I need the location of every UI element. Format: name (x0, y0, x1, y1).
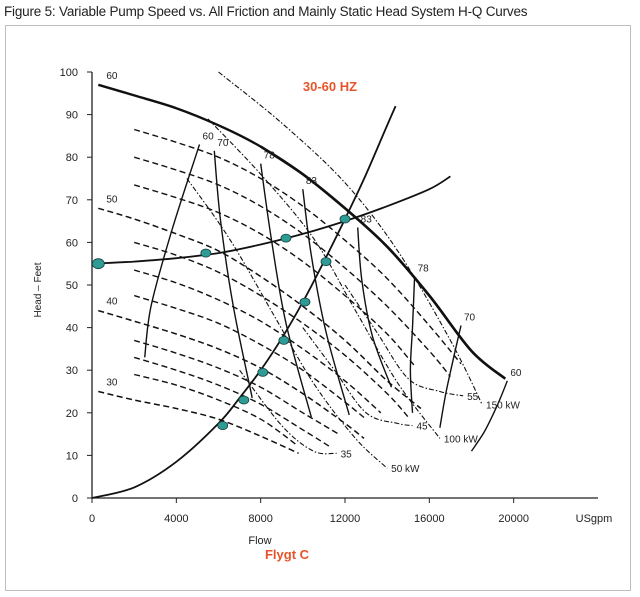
power-curve-label: 45 (416, 422, 428, 433)
y-tick-label: 80 (66, 152, 78, 164)
pump-speed-curve (133, 156, 451, 378)
pump-speed-curve-labeled (98, 390, 299, 454)
efficiency-label: 60 (203, 131, 215, 142)
y-tick-label: 90 (66, 110, 78, 122)
efficiency-curve (302, 189, 350, 416)
efficiency-label: 78 (264, 151, 276, 162)
x-tick-label: 0 (89, 513, 95, 525)
pump-speed-label: 60 (106, 71, 118, 82)
power-curve-label: 35 (341, 449, 353, 460)
efficiency-label: 60 (510, 368, 522, 379)
operating-point (299, 297, 311, 307)
operating-point (280, 233, 292, 243)
chart-curves (91, 71, 508, 499)
pump-speed-curve (133, 241, 409, 418)
y-tick-label: 60 (66, 237, 78, 249)
x-tick-label: 16000 (414, 513, 445, 525)
power-curve (302, 327, 413, 427)
x-tick-label: 4000 (164, 513, 188, 525)
efficiency-label: 83 (306, 176, 318, 187)
pump-speed-curve (133, 339, 340, 435)
y-tick-label: 100 (60, 67, 78, 79)
power-curve-label: 55 (467, 392, 479, 403)
operating-point (257, 367, 269, 377)
figure-frame (5, 25, 631, 591)
pump-speed-curve (134, 373, 297, 446)
chart-operating-points (91, 214, 351, 430)
frequency-annotation: 30-60 HZ (303, 79, 357, 94)
efficiency-curve (439, 325, 462, 428)
pump-speed-label: 30 (106, 378, 118, 389)
efficiency-curve (213, 150, 253, 399)
operating-point (339, 214, 351, 224)
x-tick-label: 20000 (498, 513, 529, 525)
x-tick-label: 12000 (330, 513, 361, 525)
power-curve-label: 150 kW (486, 400, 520, 411)
power-curve (239, 369, 337, 455)
efficiency-curve (470, 380, 508, 452)
x-axis-unit: USgpm (576, 513, 613, 525)
pump-max-speed-curve (259, 145, 507, 380)
system-curve (91, 175, 451, 265)
efficiency-label: 78 (418, 263, 430, 274)
efficiency-label: 83 (361, 214, 373, 225)
operating-point (278, 335, 290, 345)
power-curve-label: 100 kW (444, 434, 478, 445)
efficiency-curve (357, 227, 393, 388)
pump-speed-curve-labeled (98, 309, 365, 439)
brand-annotation: Flygt C (265, 547, 310, 562)
figure-title: Figure 5: Variable Pump Speed vs. All Fr… (4, 4, 528, 19)
pump-speed-curve (133, 128, 462, 365)
pump-speed-label: 50 (106, 194, 118, 205)
efficiency-curve (144, 144, 201, 358)
operating-point (320, 257, 332, 266)
power-curve-label: 50 kW (391, 464, 420, 475)
efficiency-label: 70 (217, 138, 229, 149)
pump-speed-curve-labeled (97, 83, 506, 380)
chart-axes: 0 4000 8000 12000 16000 200000102030405060708… (60, 67, 598, 525)
x-axis-label: Flow (248, 535, 271, 547)
efficiency-curve (409, 276, 416, 413)
power-curve (207, 118, 441, 439)
power-curve (344, 284, 464, 397)
pump-speed-curve (133, 294, 367, 420)
operating-point (200, 248, 212, 258)
y-tick-label: 50 (66, 280, 78, 292)
efficiency-curve (260, 163, 312, 418)
y-axis-label: Head – Feet (33, 262, 44, 317)
operating-point (238, 395, 250, 405)
y-tick-label: 0 (72, 493, 78, 505)
operating-point (217, 421, 229, 430)
efficiency-label: 70 (464, 312, 476, 323)
y-tick-label: 70 (66, 195, 78, 207)
power-curve (218, 71, 483, 405)
pump-speed-label: 40 (106, 297, 118, 308)
y-tick-label: 10 (66, 450, 78, 462)
pump-speed-curve-labeled (98, 207, 422, 410)
y-tick-label: 30 (66, 365, 78, 377)
y-tick-label: 40 (66, 323, 78, 335)
operating-point (91, 258, 105, 270)
pump-speed-curve (133, 184, 416, 367)
y-tick-label: 20 (66, 408, 78, 420)
pump-speed-curve (133, 356, 331, 448)
pump-speed-curve (133, 269, 382, 414)
x-tick-label: 8000 (248, 513, 272, 525)
